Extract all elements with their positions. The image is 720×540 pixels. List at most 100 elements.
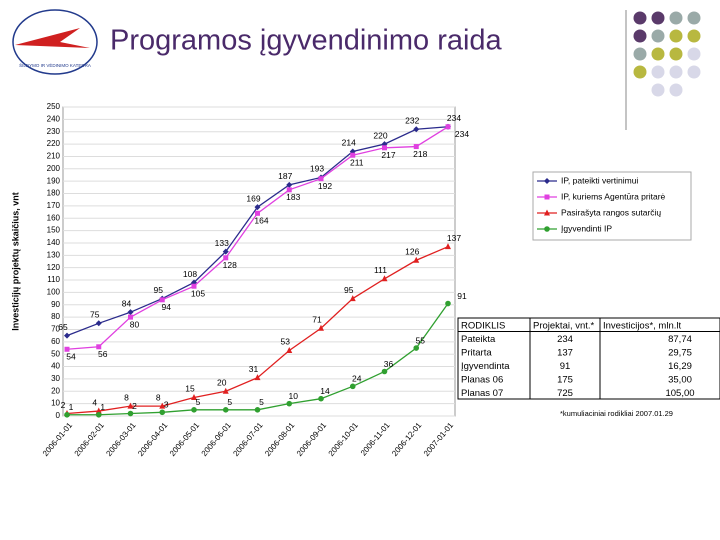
dot <box>651 83 665 97</box>
dot <box>651 11 665 25</box>
data-label: 137 <box>447 233 461 243</box>
marker <box>381 275 388 282</box>
logo-ring <box>12 9 98 75</box>
data-label: 108 <box>183 269 197 279</box>
legend-label: Įgyvendinti IP <box>561 223 612 233</box>
table-cell: 16,29 <box>668 361 692 372</box>
data-label: 55 <box>416 335 426 345</box>
y-tick-label: 100 <box>47 288 61 297</box>
logo-text: ŠILDYMO IR VĖDINIMO KATEDRA <box>19 62 91 68</box>
data-label: 10 <box>289 391 299 401</box>
table-cell: 87,74 <box>668 334 692 345</box>
data-label: 218 <box>413 149 427 159</box>
data-label: 217 <box>381 150 395 160</box>
marker <box>254 204 261 211</box>
marker <box>445 124 451 130</box>
marker <box>64 411 70 418</box>
y-tick-label: 20 <box>51 386 60 395</box>
data-label: 14 <box>320 386 330 396</box>
dot <box>669 47 683 61</box>
marker <box>223 255 229 261</box>
marker <box>382 145 387 151</box>
dot <box>633 11 647 25</box>
marker <box>544 194 550 200</box>
data-label: 234 <box>447 113 461 123</box>
data-label: 2 <box>61 400 66 410</box>
x-tick-label: 2006-05-01 <box>168 420 202 458</box>
data-label: 94 <box>162 302 172 312</box>
marker <box>222 248 229 255</box>
marker <box>544 226 550 232</box>
data-label: 24 <box>352 374 362 384</box>
marker <box>413 256 420 263</box>
marker <box>95 407 102 414</box>
y-tick-label: 250 <box>47 102 61 111</box>
y-tick-label: 220 <box>47 139 61 148</box>
data-label: 4 <box>92 397 97 407</box>
x-tick-label: 2006-01-01 <box>41 420 75 458</box>
y-tick-label: 10 <box>51 399 60 408</box>
marker <box>445 300 451 307</box>
x-tick-label: 2006-07-01 <box>231 420 265 458</box>
legend-label: IP, pateikti vertinimui <box>561 175 638 185</box>
y-tick-label: 80 <box>51 312 60 321</box>
marker <box>286 346 293 353</box>
data-label: 53 <box>281 337 291 347</box>
y-tick-label: 240 <box>47 114 61 123</box>
x-tick-label: 2006-03-01 <box>104 420 138 458</box>
table-cell: 35,00 <box>668 374 692 385</box>
y-tick-label: 230 <box>47 127 61 136</box>
marker <box>413 345 420 351</box>
data-label: 56 <box>98 349 108 359</box>
marker <box>159 409 166 416</box>
y-tick-label: 70 <box>51 325 60 334</box>
table-cell: 29,75 <box>668 347 692 358</box>
y-tick-label: 160 <box>47 213 61 222</box>
table-cell: 105,00 <box>665 388 694 399</box>
table-cell: Įgyvendinta <box>461 361 510 372</box>
marker <box>286 400 293 407</box>
data-label: 71 <box>312 314 322 324</box>
slide-title: Programos įgyvendinimo raida <box>110 25 503 57</box>
data-label: 193 <box>310 164 324 174</box>
data-label: 111 <box>374 265 387 275</box>
marker <box>349 295 356 302</box>
marker <box>349 383 356 390</box>
dot <box>687 11 701 25</box>
data-label: 20 <box>217 378 227 388</box>
x-tick-label: 2006-10-01 <box>327 420 361 458</box>
x-tick-label: 2006-06-01 <box>200 420 234 458</box>
marker <box>95 411 102 418</box>
legend-label: Pasirašyta rangos sutarčių <box>561 207 661 217</box>
dot <box>633 47 647 61</box>
marker <box>318 324 324 331</box>
marker <box>222 387 229 394</box>
data-label: 3 <box>164 400 169 410</box>
x-tick-label: 2006-09-01 <box>295 420 329 458</box>
y-tick-label: 50 <box>51 349 60 358</box>
legend-label: IP, kuriems Agentūra pritarė <box>561 191 666 201</box>
marker <box>159 297 165 303</box>
data-label: 214 <box>342 138 356 148</box>
y-tick-label: 170 <box>47 201 61 210</box>
data-label: 31 <box>249 364 259 374</box>
y-tick-label: 110 <box>47 275 60 284</box>
marker <box>254 407 261 413</box>
data-label: 187 <box>278 171 292 181</box>
marker <box>286 187 292 193</box>
marker <box>96 344 102 350</box>
data-label: 75 <box>90 310 100 320</box>
marker <box>127 402 134 409</box>
data-label: 105 <box>191 288 205 298</box>
plot-area <box>62 106 456 417</box>
data-label: 65 <box>58 322 68 332</box>
data-label: 220 <box>373 130 387 140</box>
data-label: 15 <box>185 384 195 394</box>
table-cell: Pateikta <box>461 334 496 345</box>
table-note: *kumuliaciniai rodikliai 2007.01.29 <box>560 409 673 418</box>
marker <box>191 393 197 400</box>
data-label: 91 <box>457 291 467 301</box>
y-tick-label: 30 <box>51 374 60 383</box>
y-tick-label: 130 <box>47 250 61 259</box>
table-header-cell: RODIKLIS <box>461 320 505 331</box>
